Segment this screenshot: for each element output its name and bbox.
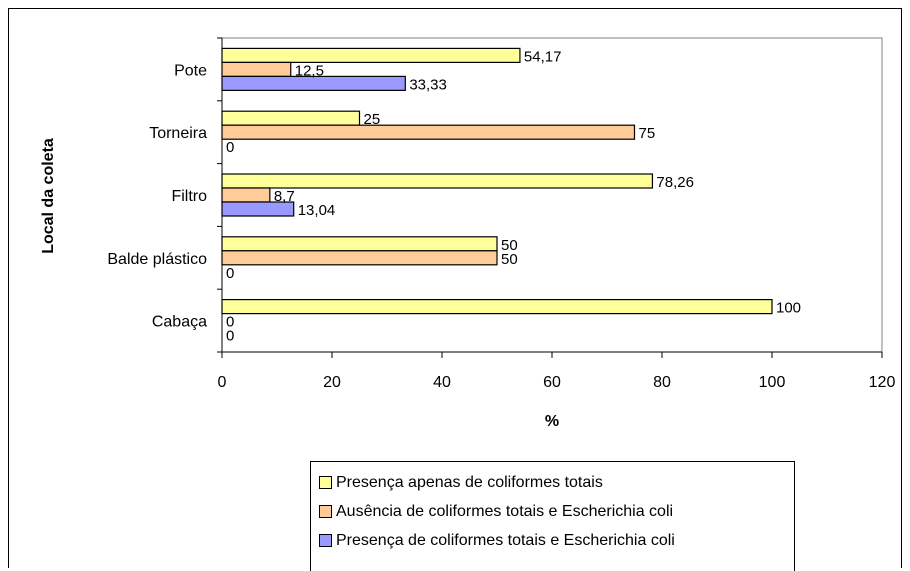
legend-item-presenca-ecoli: Presença de coliformes totais e Escheric… (319, 526, 794, 555)
data-label: 0 (226, 265, 234, 282)
data-label: 8,7 (274, 188, 295, 205)
category-labels-group: Pote Torneira Filtro Balde plástico Cabaça (107, 37, 222, 353)
bar (221, 201, 295, 217)
category-label: Pote (174, 62, 207, 79)
legend-swatch-orange (319, 505, 332, 518)
data-label: 54,17 (524, 48, 562, 65)
bar (221, 124, 636, 140)
bar (221, 47, 521, 64)
data-label: 12,5 (295, 62, 324, 79)
legend-swatch-blue (319, 534, 332, 547)
x-tick-label: 100 (759, 374, 786, 391)
legend-swatch-yellow (319, 476, 332, 489)
bars-group (221, 47, 773, 315)
category-label: Balde plástico (107, 251, 207, 268)
x-tick-label: 120 (869, 374, 896, 391)
bar (221, 173, 654, 189)
data-label: 75 (639, 125, 656, 142)
category-label: Torneira (149, 125, 207, 142)
x-axis-title: % (545, 413, 559, 430)
x-tick-label: 60 (543, 374, 561, 391)
category-label: Cabaça (152, 314, 207, 331)
data-label: 100 (776, 300, 801, 317)
legend: Presença apenas de coliformes totais Aus… (310, 461, 795, 571)
x-tick-label: 20 (323, 374, 341, 391)
x-tick-labels-group: 0 20 40 60 80 100 120 (218, 352, 896, 391)
bar (221, 236, 498, 252)
bar (221, 110, 361, 126)
legend-label: Ausência de coliformes totais e Escheric… (336, 502, 674, 520)
legend-item-ausencia: Ausência de coliformes totais e Escheric… (319, 497, 794, 526)
legend-label: Presença de coliformes totais e Escheric… (336, 531, 675, 549)
data-label: 0 (226, 314, 234, 331)
data-label: 13,04 (298, 202, 336, 219)
bar (221, 250, 498, 266)
y-axis-title: Local da coleta (40, 138, 57, 254)
legend-label: Presença apenas de coliformes totais (336, 473, 603, 491)
data-label: 0 (226, 328, 234, 345)
x-tick-label: 0 (218, 374, 227, 391)
chart-frame (8, 8, 902, 568)
data-label: 50 (501, 251, 518, 268)
data-label: 0 (226, 139, 234, 156)
bar (221, 75, 406, 92)
bar (221, 187, 271, 203)
category-label: Filtro (171, 188, 207, 205)
data-label: 25 (364, 111, 381, 128)
x-tick-label: 40 (433, 374, 451, 391)
data-label: 33,33 (409, 76, 447, 93)
bar (221, 61, 292, 78)
bar (221, 299, 773, 315)
x-tick-label: 80 (653, 374, 671, 391)
data-label: 78,26 (656, 174, 694, 191)
legend-item-coliformes-totais: Presença apenas de coliformes totais (319, 468, 794, 497)
data-label: 50 (501, 237, 518, 254)
